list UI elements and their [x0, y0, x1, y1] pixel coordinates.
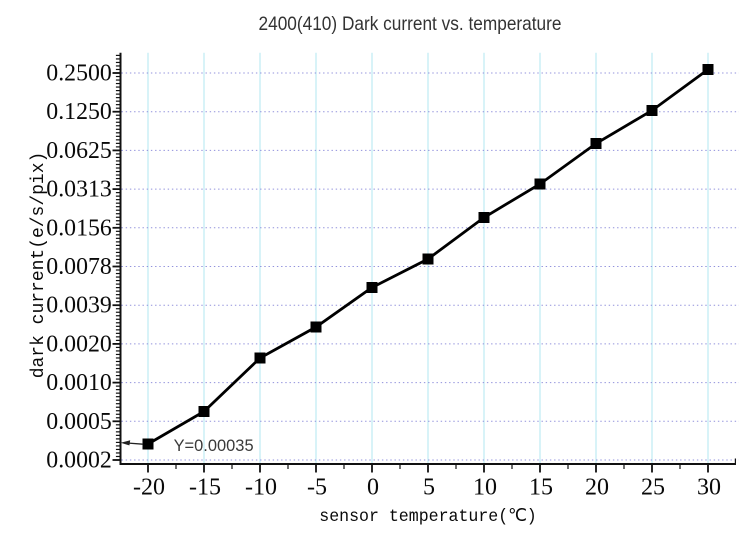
svg-text:10: 10: [473, 475, 497, 501]
svg-text:-10: -10: [245, 475, 277, 501]
svg-text:5: 5: [423, 475, 435, 501]
svg-text:0.0005: 0.0005: [46, 408, 112, 435]
svg-text:20: 20: [585, 475, 609, 501]
svg-text:30: 30: [697, 475, 721, 501]
svg-text:0.1250: 0.1250: [46, 98, 112, 125]
svg-text:0.0078: 0.0078: [46, 253, 112, 280]
svg-text:0.0156: 0.0156: [46, 214, 112, 241]
svg-text:0.0020: 0.0020: [46, 330, 112, 357]
svg-text:-5: -5: [307, 475, 327, 501]
svg-text:0.0313: 0.0313: [46, 176, 112, 203]
svg-text:0.0002: 0.0002: [46, 447, 112, 474]
svg-text:0.0039: 0.0039: [46, 292, 112, 319]
svg-text:sensor temperature(℃): sensor temperature(℃): [319, 508, 537, 527]
svg-text:dark current(e/s/pix): dark current(e/s/pix): [29, 152, 49, 379]
svg-text:2400(410) Dark current vs. tem: 2400(410) Dark current vs. temperature: [259, 13, 562, 35]
svg-text:25: 25: [641, 475, 665, 501]
svg-text:Y=0.00035: Y=0.00035: [174, 436, 254, 455]
svg-text:0: 0: [367, 475, 379, 501]
svg-text:-15: -15: [189, 475, 221, 501]
svg-text:0.2500: 0.2500: [46, 60, 112, 87]
svg-text:0.0625: 0.0625: [46, 137, 112, 164]
svg-text:0.0010: 0.0010: [46, 369, 112, 396]
svg-text:15: 15: [529, 475, 553, 501]
svg-text:-20: -20: [133, 475, 165, 501]
